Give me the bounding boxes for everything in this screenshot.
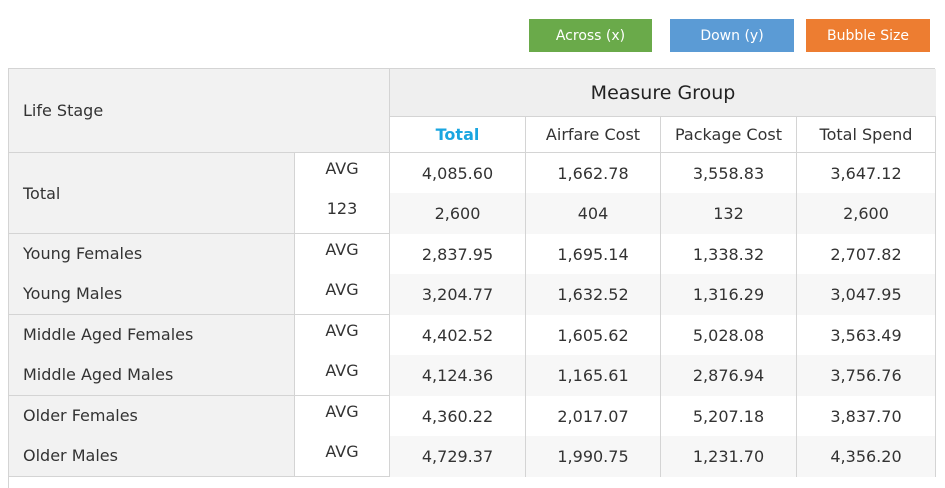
table-cell: 4,124.36: [390, 355, 526, 396]
row-label[interactable]: Young Males: [9, 274, 295, 315]
down-y-button[interactable]: Down (y): [670, 19, 794, 52]
measure-label: AVG: [295, 315, 390, 356]
table-cell: 3,837.70: [797, 396, 936, 437]
measure-label: AVG: [295, 355, 390, 396]
column-header-package-cost[interactable]: Package Cost: [661, 117, 797, 153]
column-header-airfare-cost[interactable]: Airfare Cost: [526, 117, 661, 153]
measure-label: AVG: [295, 436, 390, 477]
table-cell: 2,837.95: [390, 234, 526, 275]
table-cell: 2,707.82: [797, 234, 936, 275]
column-header-total-spend[interactable]: Total Spend: [797, 117, 936, 153]
table-cell: 132: [661, 193, 797, 234]
table-cell: 1,632.52: [526, 274, 661, 315]
table-cell: 5,028.08: [661, 315, 797, 356]
table-cell: 2,600: [390, 193, 526, 234]
table-cell: 3,047.95: [797, 274, 936, 315]
across-x-button[interactable]: Across (x): [529, 19, 652, 52]
row-label[interactable]: Total: [9, 153, 295, 234]
table-cell: 3,647.12: [797, 153, 936, 194]
measure-label: AVG: [295, 396, 390, 437]
table-cell: 4,360.22: [390, 396, 526, 437]
row-label[interactable]: Older Females: [9, 396, 295, 437]
measure-label: AVG: [295, 234, 390, 275]
pivot-table: Life Stage Measure Group Total Airfare C…: [8, 68, 936, 488]
table-cell: 3,204.77: [390, 274, 526, 315]
measure-label: 123: [295, 193, 390, 234]
table-cell: 404: [526, 193, 661, 234]
table-cell: 3,756.76: [797, 355, 936, 396]
table-cell: 3,563.49: [797, 315, 936, 356]
row-label[interactable]: Middle Aged Females: [9, 315, 295, 356]
row-header-life-stage[interactable]: Life Stage: [9, 69, 390, 153]
measure-label: AVG: [295, 274, 390, 315]
table-cell: 4,356.20: [797, 436, 936, 477]
table-cell: 1,338.32: [661, 234, 797, 275]
row-label[interactable]: Older Males: [9, 436, 295, 477]
table-cell: 2,876.94: [661, 355, 797, 396]
table-cell: 1,231.70: [661, 436, 797, 477]
table-cell: 1,695.14: [526, 234, 661, 275]
row-label[interactable]: Middle Aged Males: [9, 355, 295, 396]
table-cell: 1,662.78: [526, 153, 661, 194]
table-cell: 2,600: [797, 193, 936, 234]
measure-group-header[interactable]: Measure Group: [390, 69, 936, 117]
table-cell: 5,207.18: [661, 396, 797, 437]
table-cell: 4,085.60: [390, 153, 526, 194]
table-cell: 1,990.75: [526, 436, 661, 477]
table-cell: 1,605.62: [526, 315, 661, 356]
table-cell: 2,017.07: [526, 396, 661, 437]
measure-label: AVG: [295, 153, 390, 194]
bubble-size-button[interactable]: Bubble Size: [806, 19, 930, 52]
table-cell: 1,316.29: [661, 274, 797, 315]
table-cell: 4,402.52: [390, 315, 526, 356]
row-label[interactable]: Young Females: [9, 234, 295, 275]
table-cell: 3,558.83: [661, 153, 797, 194]
table-cell: 1,165.61: [526, 355, 661, 396]
table-cell: 4,729.37: [390, 436, 526, 477]
column-header-total[interactable]: Total: [390, 117, 526, 153]
